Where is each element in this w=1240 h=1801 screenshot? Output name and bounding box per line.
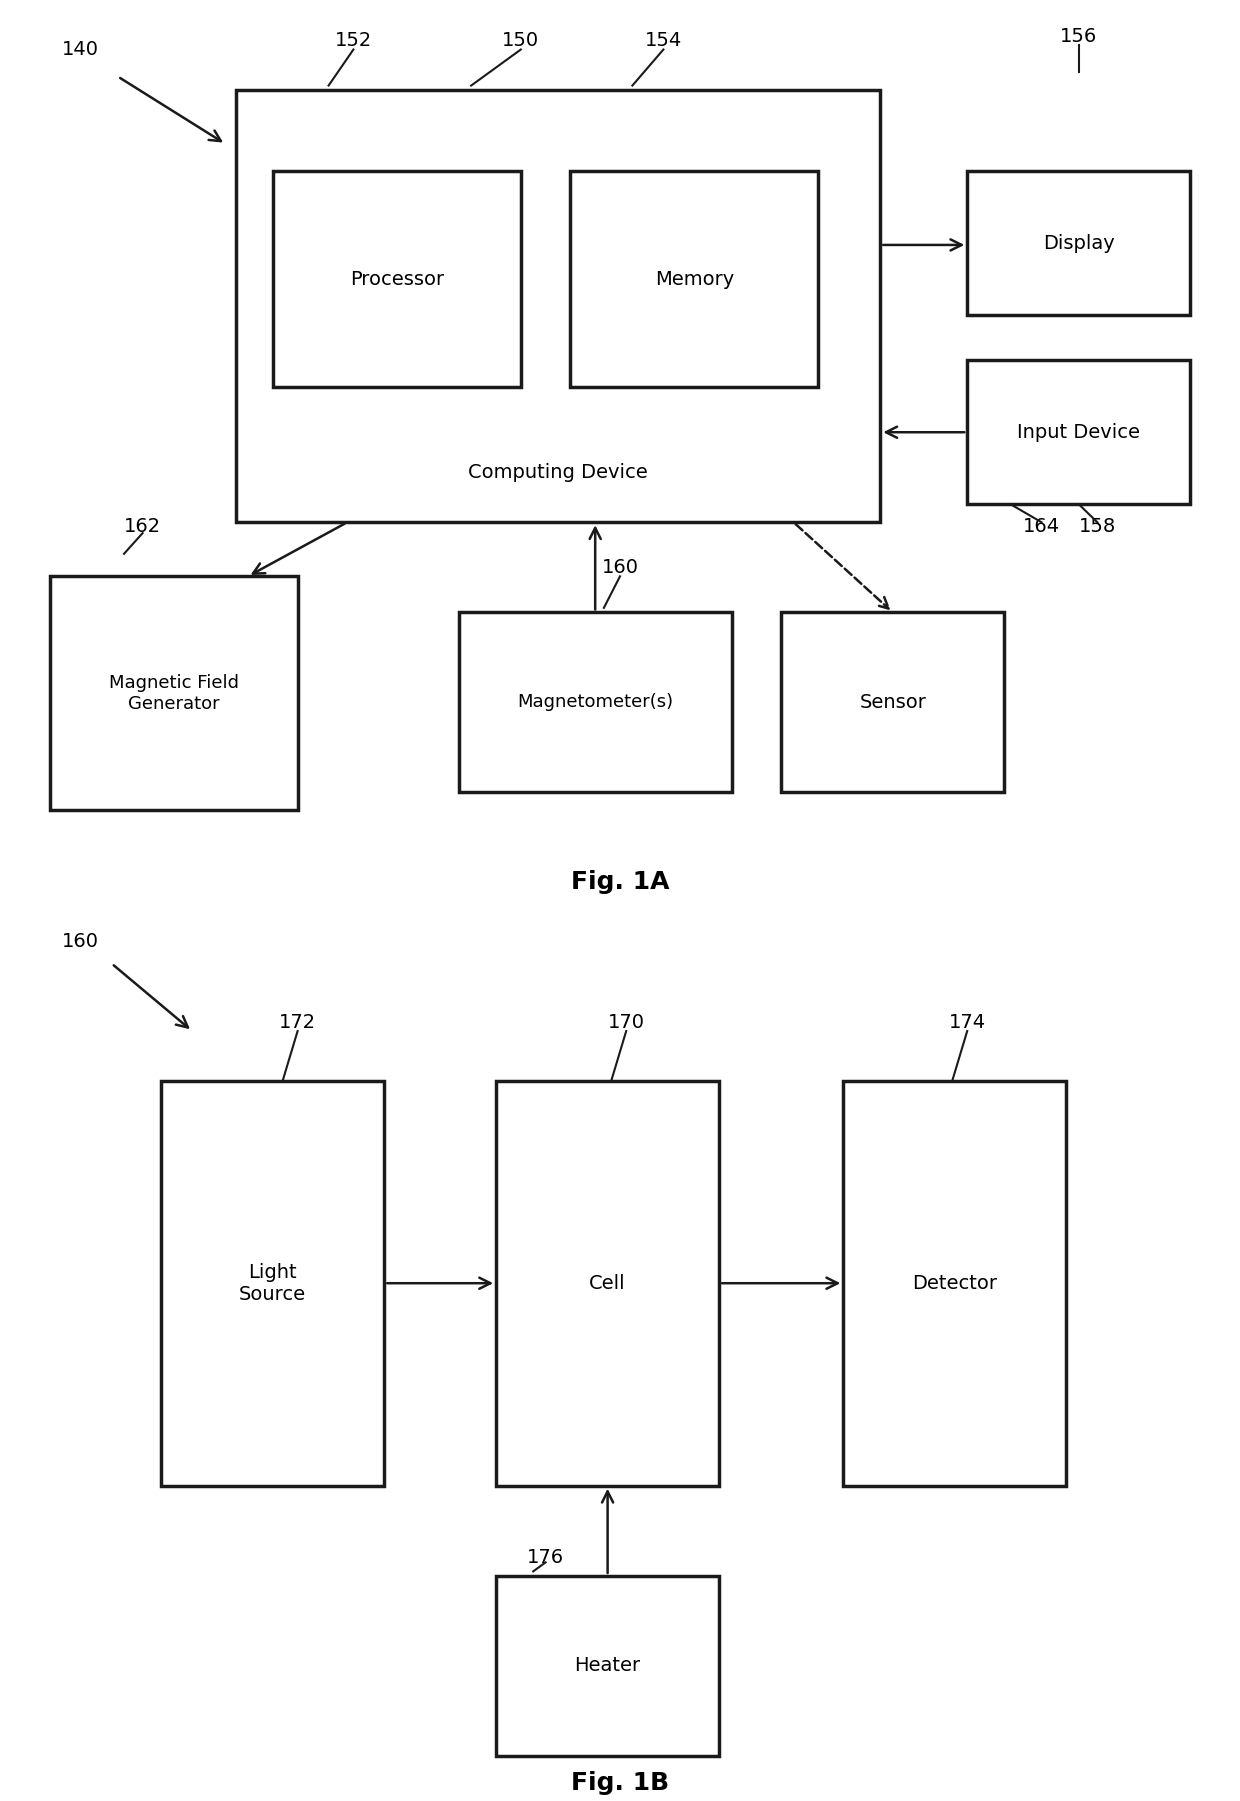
Text: Display: Display bbox=[1043, 234, 1115, 252]
Text: 162: 162 bbox=[124, 517, 161, 537]
Bar bbox=[459, 612, 732, 792]
Text: Magnetometer(s): Magnetometer(s) bbox=[517, 693, 673, 711]
Text: Cell: Cell bbox=[589, 1273, 626, 1293]
Bar bbox=[781, 612, 1004, 792]
Text: Memory: Memory bbox=[655, 270, 734, 288]
Bar bbox=[967, 171, 1190, 315]
Text: 174: 174 bbox=[949, 1012, 986, 1032]
Text: 160: 160 bbox=[62, 931, 99, 951]
Text: 150: 150 bbox=[502, 31, 539, 50]
Bar bbox=[496, 1081, 719, 1486]
Bar bbox=[236, 90, 880, 522]
Text: 172: 172 bbox=[279, 1012, 316, 1032]
Text: 140: 140 bbox=[62, 40, 99, 59]
Bar bbox=[496, 1576, 719, 1756]
Text: 152: 152 bbox=[335, 31, 372, 50]
Bar bbox=[50, 576, 298, 810]
Text: Heater: Heater bbox=[574, 1657, 641, 1675]
Text: 156: 156 bbox=[1060, 27, 1097, 45]
Text: Processor: Processor bbox=[350, 270, 444, 288]
Text: 160: 160 bbox=[601, 558, 639, 576]
Text: 154: 154 bbox=[645, 31, 682, 50]
Text: 176: 176 bbox=[527, 1549, 564, 1567]
Text: 158: 158 bbox=[1079, 517, 1116, 537]
Text: 164: 164 bbox=[1023, 517, 1060, 537]
Bar bbox=[843, 1081, 1066, 1486]
Text: Light
Source: Light Source bbox=[239, 1263, 306, 1304]
Text: Fig. 1A: Fig. 1A bbox=[570, 870, 670, 895]
Bar bbox=[570, 171, 818, 387]
Text: Magnetic Field
Generator: Magnetic Field Generator bbox=[109, 674, 238, 713]
Text: Fig. 1B: Fig. 1B bbox=[570, 1770, 670, 1796]
Bar bbox=[161, 1081, 384, 1486]
Text: 170: 170 bbox=[608, 1012, 645, 1032]
Text: Input Device: Input Device bbox=[1017, 423, 1141, 441]
Bar bbox=[967, 360, 1190, 504]
Bar bbox=[273, 171, 521, 387]
Text: Detector: Detector bbox=[913, 1273, 997, 1293]
Text: Sensor: Sensor bbox=[859, 693, 926, 711]
Text: Computing Device: Computing Device bbox=[469, 463, 647, 483]
